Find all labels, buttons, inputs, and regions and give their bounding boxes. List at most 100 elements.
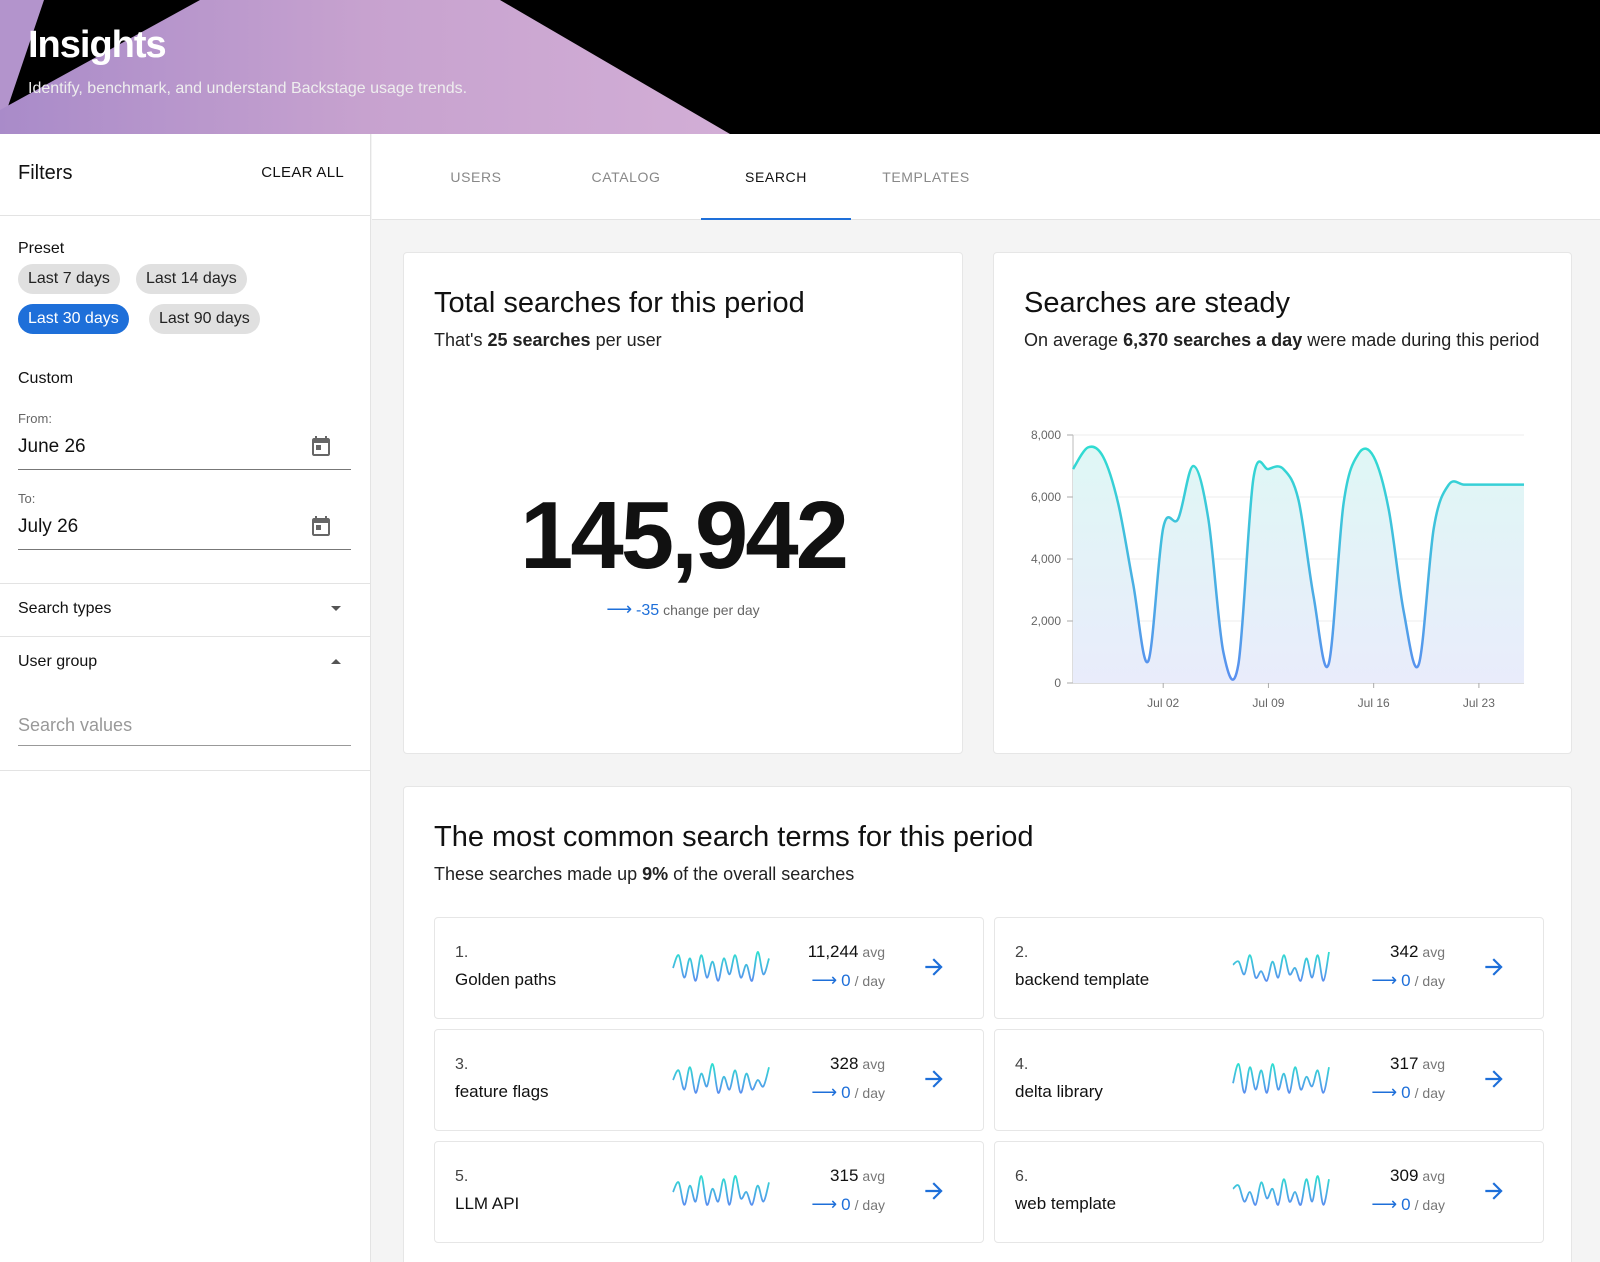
term-name: feature flags	[455, 1082, 549, 1101]
search-term-card[interactable]: 4. delta library 317 avg ⟶ 0/ day	[994, 1029, 1544, 1131]
user-group-label: User group	[18, 653, 98, 670]
sparkline	[672, 1175, 770, 1206]
divider	[0, 770, 371, 771]
term-name: LLM API	[455, 1194, 520, 1213]
custom-label: Custom	[18, 370, 74, 387]
filters-title: Filters	[18, 162, 73, 184]
tab-templates[interactable]: TEMPLATES	[882, 169, 970, 185]
search-term-card[interactable]: 5. LLM API 315 avg ⟶ 0/ day	[434, 1141, 984, 1243]
calendar-icon[interactable]	[309, 514, 333, 538]
arrow-forward-icon[interactable]	[1481, 1066, 1507, 1092]
term-avg: 309 avg	[1390, 1166, 1445, 1185]
x-tick-label: Jul 09	[1252, 696, 1284, 710]
divider	[0, 636, 371, 637]
term-name: web template	[1015, 1194, 1117, 1213]
term-avg: 342 avg	[1390, 942, 1445, 961]
search-term-card[interactable]: 1. Golden paths 11,244 avg ⟶ 0/ day	[434, 917, 984, 1019]
y-tick-label: 6,000	[1031, 490, 1061, 504]
series-line	[1071, 445, 1524, 681]
area-fill	[1073, 446, 1524, 683]
header-decoration	[0, 0, 730, 134]
total-searches-value: 145,942	[519, 482, 849, 589]
from-label: From:	[18, 411, 52, 426]
preset-chip-90-days[interactable]: Last 90 days	[149, 304, 260, 334]
term-per-day: ⟶ 0/ day	[811, 970, 885, 990]
tab-catalog[interactable]: CATALOG	[591, 169, 661, 185]
user-group-accordion[interactable]: User group	[0, 637, 371, 689]
search-terms-card: The most common search terms for this pe…	[403, 786, 1572, 1262]
tab-bar: USERS CATALOG SEARCH TEMPLATES	[372, 134, 1600, 220]
preset-chip-30-days[interactable]: Last 30 days	[18, 304, 129, 334]
x-tick-label: Jul 02	[1147, 696, 1179, 710]
arrow-right-icon: ⟶	[811, 1194, 838, 1214]
arrow-forward-icon[interactable]	[1481, 954, 1507, 980]
arrow-right-icon: ⟶	[1371, 970, 1398, 990]
page-title: Insights	[28, 24, 167, 66]
filters-header: Filters CLEAR ALL	[0, 134, 370, 216]
term-name: Golden paths	[455, 970, 557, 989]
x-tick-label: Jul 16	[1358, 696, 1390, 710]
page-header: Insights Identify, benchmark, and unders…	[0, 0, 1600, 134]
caret-down-icon	[331, 606, 341, 611]
from-date-value: June 26	[18, 436, 86, 457]
searches-steady-card: Searches are steady On average 6,370 sea…	[993, 252, 1572, 754]
to-label: To:	[18, 491, 36, 506]
y-tick-label: 2,000	[1031, 614, 1061, 628]
search-term-card[interactable]: 6. web template 309 avg ⟶ 0/ day	[994, 1141, 1544, 1243]
term-rank: 3.	[455, 1056, 469, 1073]
change-value: -35	[636, 602, 660, 619]
page-subtitle: Identify, benchmark, and understand Back…	[28, 80, 468, 97]
term-avg: 317 avg	[1390, 1054, 1445, 1073]
total-searches-subtitle: That's 25 searches per user	[434, 330, 662, 350]
term-avg: 315 avg	[830, 1166, 885, 1185]
tab-users[interactable]: USERS	[450, 169, 502, 185]
search-term-card[interactable]: 2. backend template 342 avg ⟶ 0/ day	[994, 917, 1544, 1019]
tab-search[interactable]: SEARCH	[701, 134, 851, 220]
search-terms-subtitle: These searches made up 9% of the overall…	[434, 864, 855, 884]
clear-all-button[interactable]: CLEAR ALL	[261, 164, 344, 181]
preset-chip-14-days[interactable]: Last 14 days	[136, 264, 247, 294]
search-types-accordion[interactable]: Search types	[0, 584, 371, 636]
term-avg: 11,244 avg	[807, 942, 885, 961]
term-per-day: ⟶ 0/ day	[1371, 1082, 1445, 1102]
y-tick-label: 8,000	[1031, 428, 1061, 442]
preset-chip-7-days[interactable]: Last 7 days	[18, 264, 120, 294]
change-per-day: ⟶ -35 change per day	[404, 599, 962, 620]
arrow-right-icon: ⟶	[811, 970, 838, 990]
sparkline	[1232, 1063, 1330, 1094]
sparkline	[672, 1063, 770, 1094]
arrow-forward-icon[interactable]	[1481, 1178, 1507, 1204]
search-terms-title: The most common search terms for this pe…	[434, 821, 1034, 853]
term-name: delta library	[1015, 1082, 1103, 1101]
caret-up-icon	[331, 659, 341, 664]
x-tick-label: Jul 23	[1463, 696, 1495, 710]
arrow-right-icon: ⟶	[811, 1082, 838, 1102]
total-searches-title: Total searches for this period	[434, 287, 805, 319]
search-term-card[interactable]: 3. feature flags 328 avg ⟶ 0/ day	[434, 1029, 984, 1131]
searches-per-day-chart: 0 2,000 4,000 6,000 8,000 Jul 02 Jul 09 Jul 16 J…	[1031, 428, 1524, 710]
arrow-forward-icon[interactable]	[921, 954, 947, 980]
term-per-day: ⟶ 0/ day	[811, 1082, 885, 1102]
y-tick-label: 0	[1054, 676, 1061, 690]
to-date-field[interactable]: July 26	[18, 510, 351, 550]
change-label: change per day	[663, 602, 760, 618]
term-name: backend template	[1015, 970, 1150, 989]
arrow-right-icon: ⟶	[1371, 1082, 1398, 1102]
arrow-forward-icon[interactable]	[921, 1178, 947, 1204]
from-date-field[interactable]: June 26	[18, 430, 351, 470]
y-tick-label: 4,000	[1031, 552, 1061, 566]
term-rank: 6.	[1015, 1168, 1029, 1185]
calendar-icon[interactable]	[309, 434, 333, 458]
search-types-label: Search types	[18, 600, 112, 617]
preset-label: Preset	[18, 240, 65, 257]
steady-subtitle: On average 6,370 searches a day were mad…	[1024, 330, 1540, 350]
steady-title: Searches are steady	[1024, 287, 1290, 319]
sparkline	[1232, 1175, 1330, 1206]
term-per-day: ⟶ 0/ day	[1371, 1194, 1445, 1214]
total-searches-card: Total searches for this period That's 25…	[403, 252, 963, 754]
divider	[0, 583, 371, 584]
arrow-right-icon: ⟶	[606, 599, 633, 619]
search-values-input[interactable]	[18, 706, 351, 746]
arrow-forward-icon[interactable]	[921, 1066, 947, 1092]
term-rank: 1.	[455, 944, 469, 961]
